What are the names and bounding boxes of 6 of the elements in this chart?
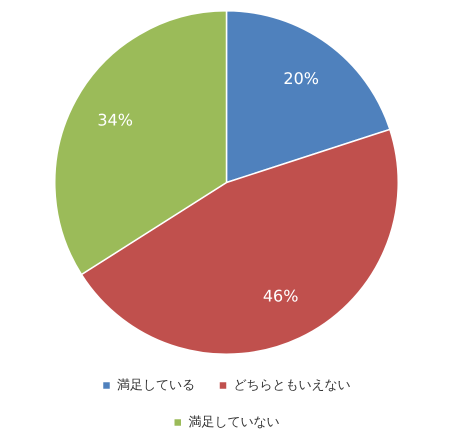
- data-label: 20%: [283, 68, 319, 88]
- legend-label: 満足している: [117, 378, 195, 393]
- legend-label: 満足していない: [188, 414, 280, 430]
- legend-label: どちらともいえない: [234, 378, 350, 393]
- data-label: 46%: [262, 286, 298, 306]
- data-label: 34%: [97, 110, 133, 130]
